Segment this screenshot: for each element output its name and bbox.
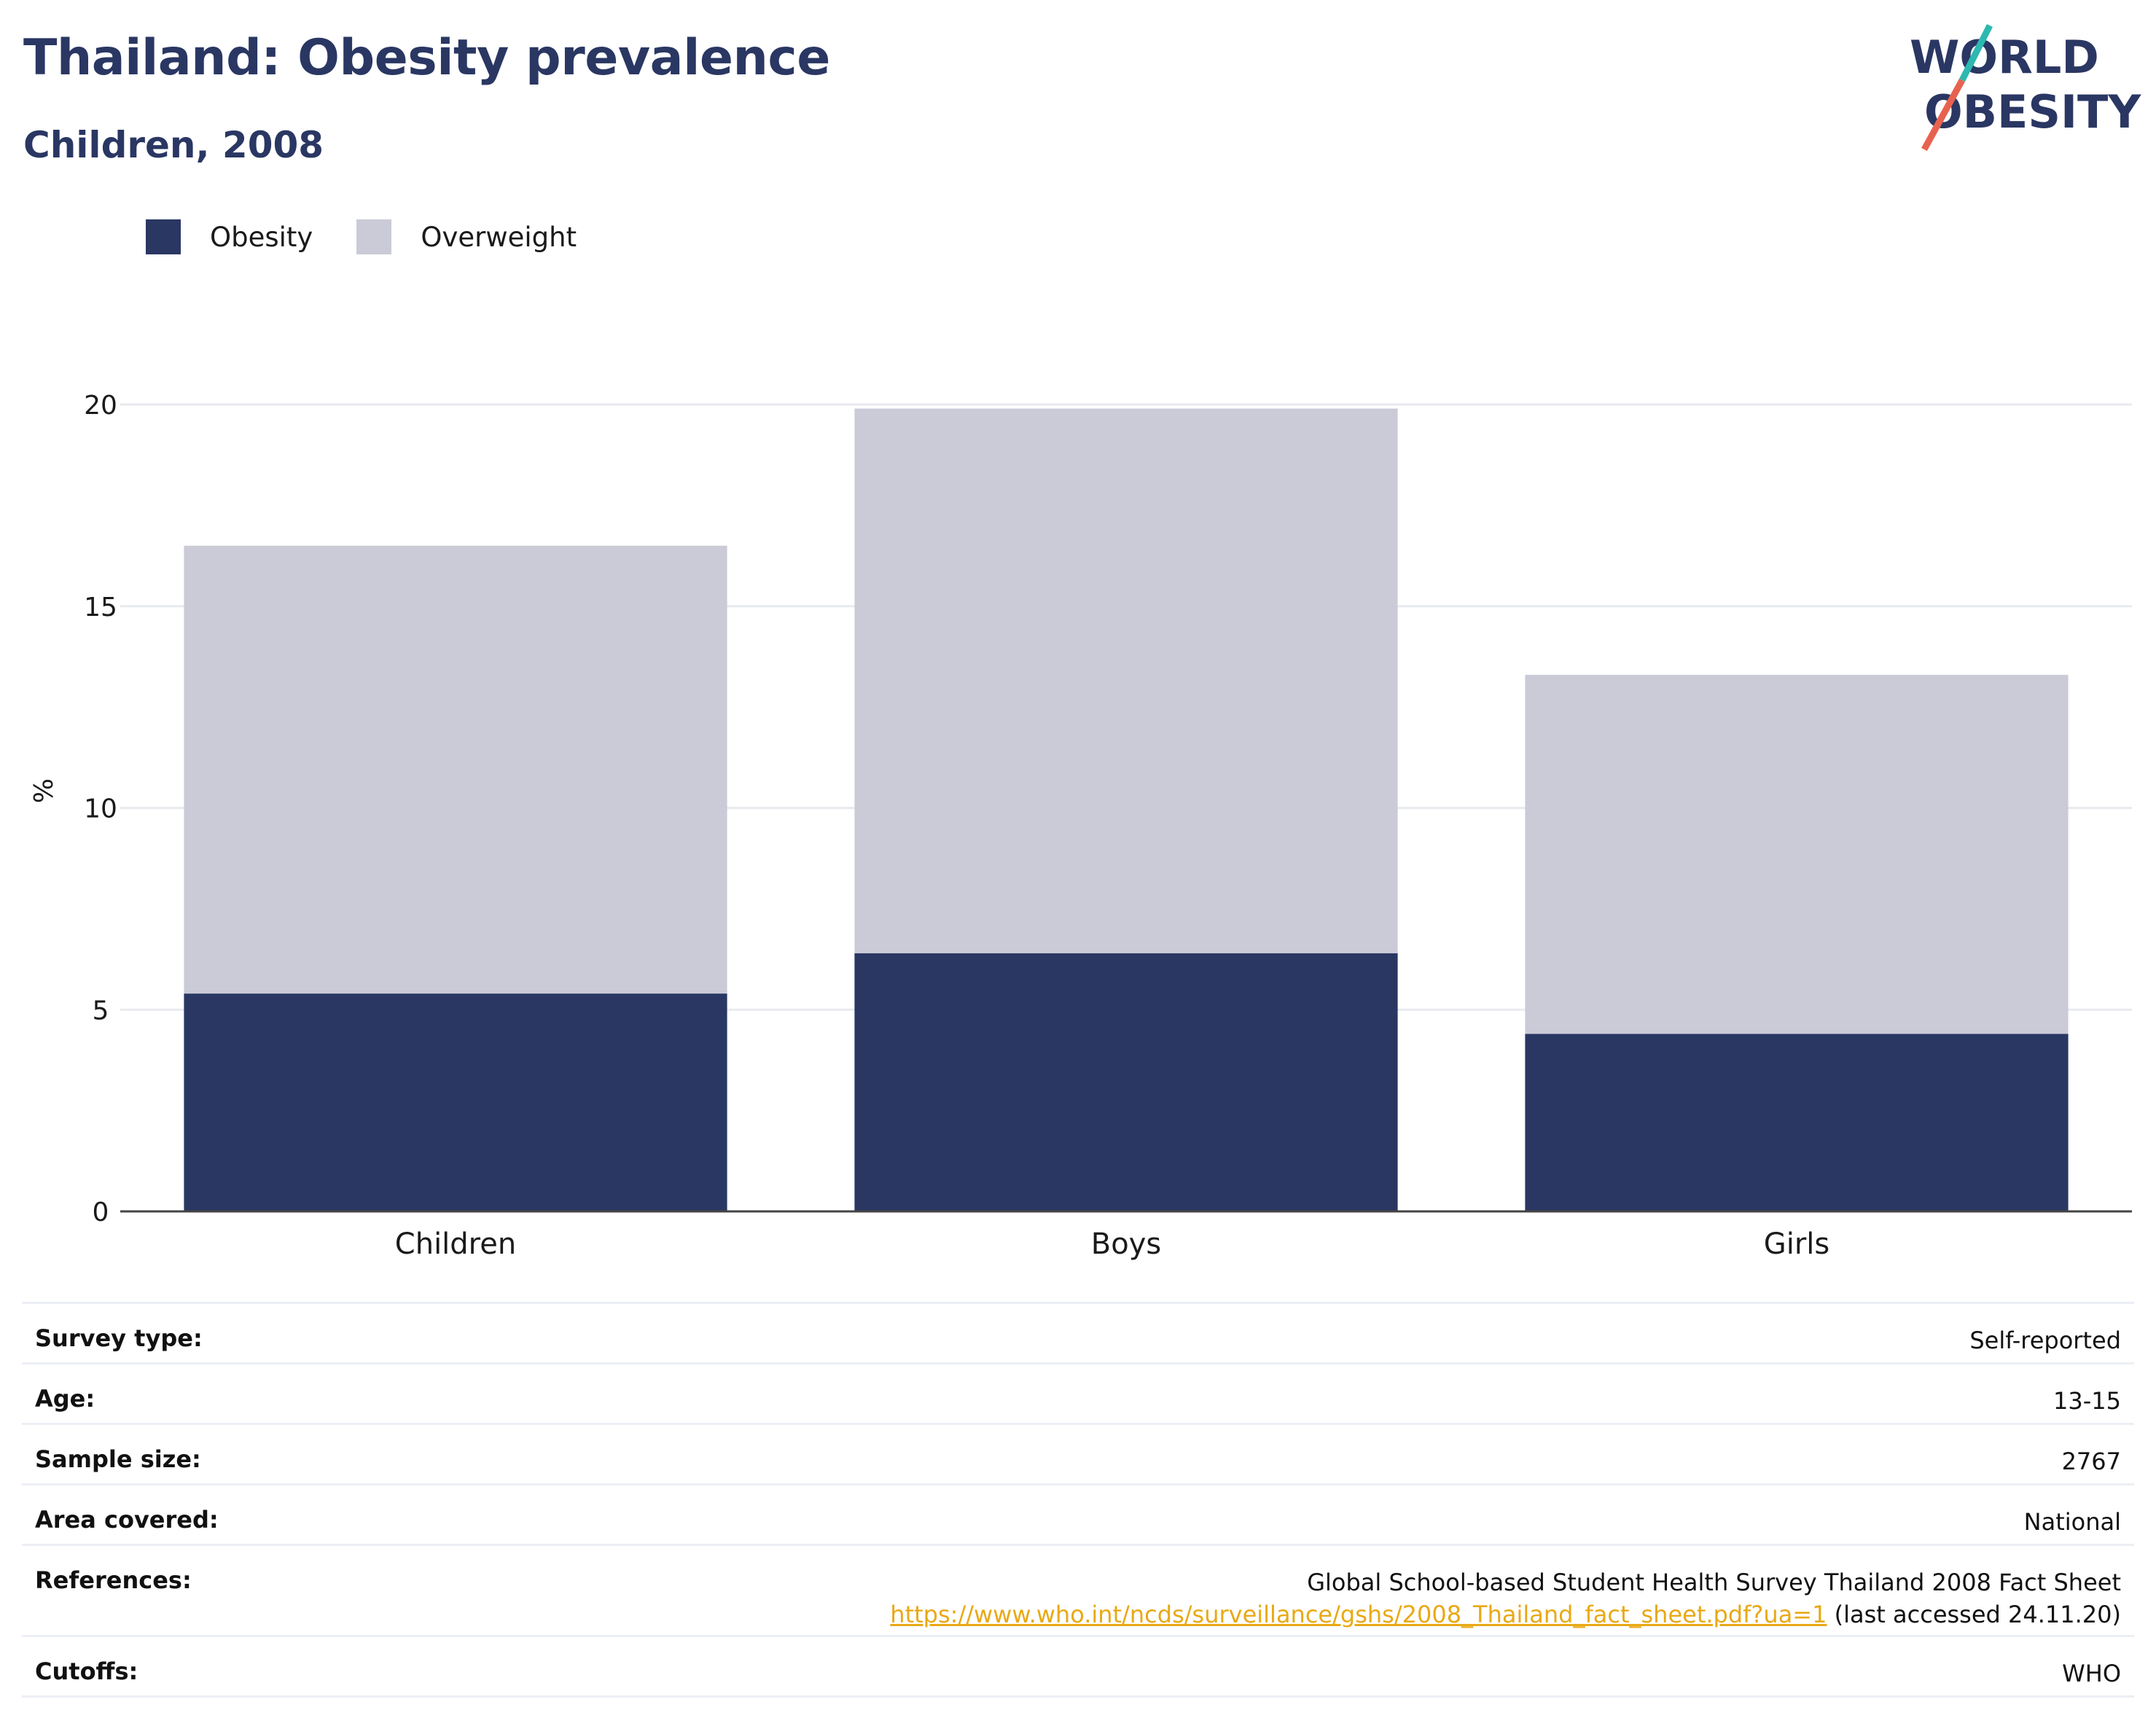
bar-obesity-girls [1525,1034,2069,1211]
logo-slash-bottom [1921,78,1965,152]
info-row-references: References: Global School-based Student … [22,1544,2134,1635]
y-tick-label: 0 [93,1198,109,1227]
world-obesity-logo: WORLD OBESITY [1910,23,2141,152]
info-value: 13-15 [2053,1387,2121,1415]
info-row-sample-size: Sample size: 2767 [22,1423,2134,1483]
logo-slash-top [1958,23,1993,82]
chart-subtitle: Children, 2008 [23,124,324,166]
info-row-survey-type: Survey type: Self-reported [22,1302,2134,1362]
bar-overweight-boys [854,408,1398,953]
axes: 0 5 10 15 20 Children Boys Girls [84,391,2132,1261]
info-row-area-covered: Area covered: National [22,1483,2134,1544]
info-value: WHO [2062,1660,2121,1687]
reference-link[interactable]: https://www.who.int/ncds/surveillance/gs… [890,1601,1827,1628]
legend-swatch-overweight [356,219,392,254]
reference-accessed: (last accessed 24.11.20) [1827,1601,2121,1628]
survey-info-table: Survey type: Self-reported Age: 13-15 Sa… [22,1302,2134,1698]
y-tick-label: 10 [84,794,117,824]
x-tick-label: Children [395,1227,516,1261]
info-key: Survey type: [35,1324,203,1352]
legend: Obesity Overweight [146,219,620,255]
legend-item-obesity: Obesity [146,219,313,254]
legend-swatch-obesity [146,219,181,254]
bar-obesity-children [184,993,727,1211]
info-value: Self-reported [1969,1327,2121,1354]
info-row-cutoffs: Cutoffs: WHO [22,1635,2134,1698]
info-row-age: Age: 13-15 [22,1362,2134,1423]
bars [184,408,2069,1211]
info-value: National [2023,1508,2121,1536]
legend-label-overweight: Overweight [421,221,577,253]
bar-obesity-boys [854,953,1398,1211]
x-tick-label: Girls [1764,1227,1830,1261]
y-tick-label: 5 [93,996,109,1026]
info-value-references: Global School-based Student Health Surve… [890,1546,2121,1635]
bar-overweight-girls [1525,674,2069,1034]
info-value: 2767 [2061,1448,2121,1475]
info-key: Area covered: [35,1506,219,1534]
info-key: Age: [35,1385,95,1413]
x-tick-label: Boys [1091,1227,1161,1261]
logo-word-1: WORLD [1910,31,2099,84]
bar-chart: 0 5 10 15 20 Children Boys Girls % [29,391,2132,1261]
bar-overweight-children [184,545,727,994]
y-tick-label: 15 [84,593,117,622]
logo-word-2: OBESITY [1924,85,2141,138]
chart-title: Thailand: Obesity prevalence [23,29,830,87]
info-key: References: [35,1566,192,1594]
info-key: Sample size: [35,1445,201,1473]
y-axis-label: % [29,778,59,803]
reference-title: Global School-based Student Health Surve… [1307,1569,2121,1596]
info-key: Cutoffs: [35,1657,138,1685]
legend-item-overweight: Overweight [356,219,577,254]
y-tick-label: 20 [84,391,117,421]
legend-label-obesity: Obesity [210,221,313,253]
